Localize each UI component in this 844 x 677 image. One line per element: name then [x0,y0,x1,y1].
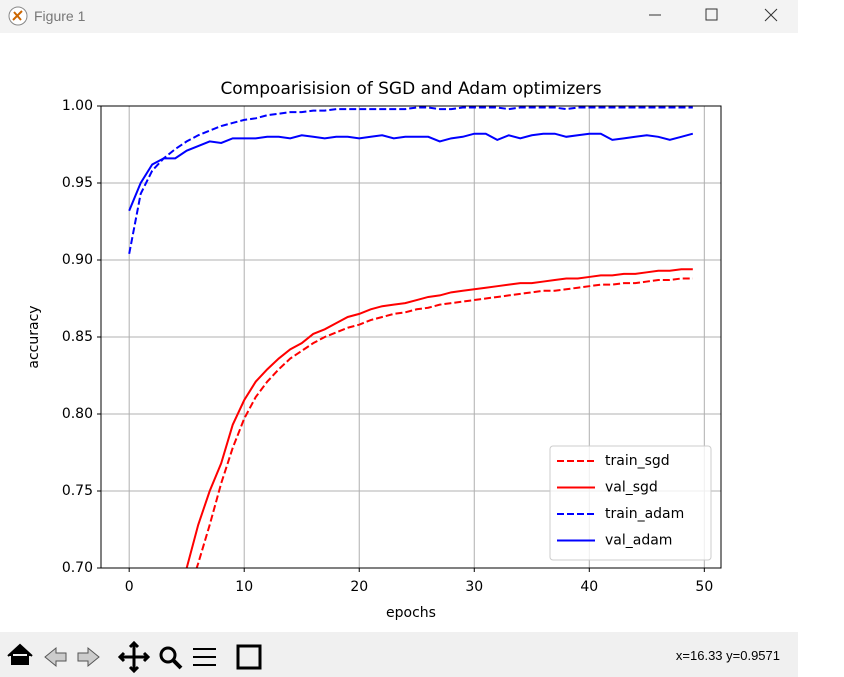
x-tick-label: 20 [350,579,368,595]
y-axis-label: accuracy [26,305,42,368]
forward-button[interactable] [77,646,100,668]
legend-label: train_sgd [605,453,670,469]
legend-label: val_adam [605,533,672,549]
x-tick-label: 10 [235,579,253,595]
series-line [195,277,693,568]
x-tick-label: 50 [695,579,713,595]
pan-button[interactable] [117,640,151,674]
y-tick-label: 1.00 [62,98,93,114]
axes-frame [100,105,722,569]
home-button[interactable] [7,643,33,665]
chart: Compoarisision of SGD and Adam optimizer… [26,79,722,621]
y-tick-label: 0.70 [62,560,93,576]
y-tick-label: 0.80 [62,406,93,422]
save-button[interactable] [236,644,262,670]
title-bar: Figure 1 [0,0,798,33]
status-text: x=16.33 y=0.9571 [675,648,780,663]
zoom-button[interactable] [159,646,177,664]
x-axis-label: epochs [386,605,436,621]
chart-title: Compoarisision of SGD and Adam optimizer… [220,79,601,99]
close-button[interactable] [764,8,778,22]
legend-label: train_adam [605,506,684,522]
y-tick-label: 0.95 [62,175,93,191]
back-button[interactable] [44,646,67,668]
legend-box [549,445,712,561]
toolbar: x=16.33 y=0.9571 [0,632,798,677]
y-tick-label: 0.90 [62,252,93,268]
y-tick-label: 0.75 [62,483,93,499]
series-line [128,106,693,255]
title-icons [8,6,778,26]
legend-label: val_sgd [605,480,658,496]
y-tick-label: 0.85 [62,329,93,345]
app-icon-glyph [12,10,23,21]
series-line [185,268,693,568]
configure-button[interactable] [193,648,216,666]
series-line [128,132,694,212]
x-tick-label: 0 [125,579,134,595]
maximize-button[interactable] [705,8,718,21]
window-title: Figure 1 [34,8,86,24]
x-tick-label: 30 [465,579,483,595]
x-tick-label: 40 [580,579,598,595]
toolbar-icons [7,640,262,674]
zoom-handle [171,658,183,670]
window: Figure 1 Compoarisision of SGD and Adam … [0,0,798,677]
